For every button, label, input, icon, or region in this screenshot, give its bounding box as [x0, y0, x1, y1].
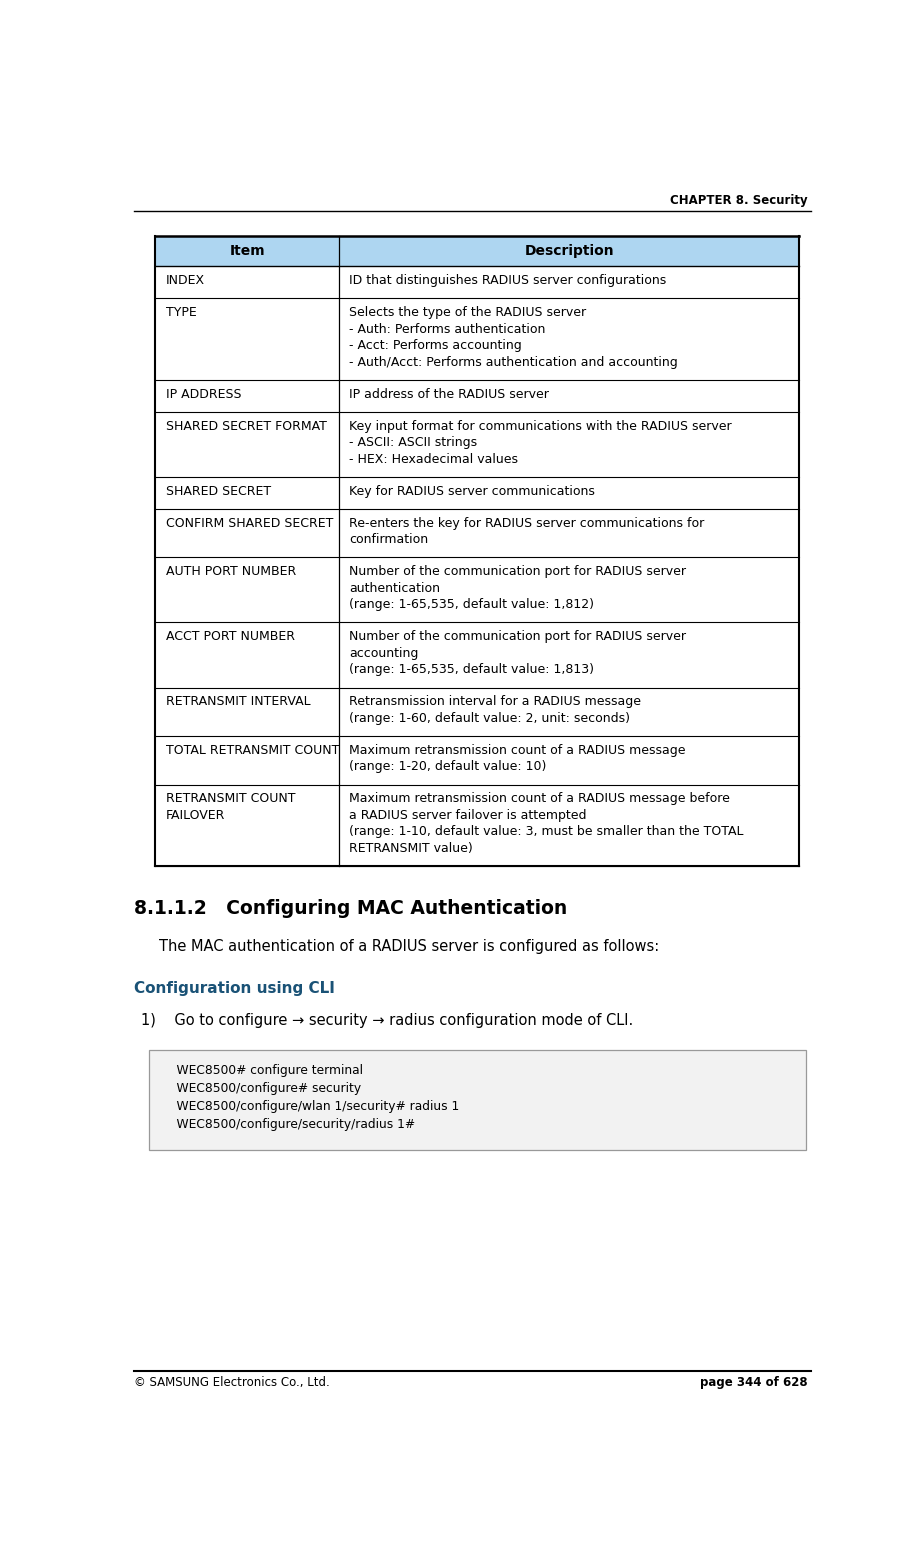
Text: WEC8500/configure/security/radius 1#: WEC8500/configure/security/radius 1#	[161, 1119, 415, 1131]
Text: WEC8500/configure# security: WEC8500/configure# security	[161, 1081, 361, 1096]
Text: IP ADDRESS: IP ADDRESS	[166, 388, 241, 401]
Text: IP address of the RADIUS server: IP address of the RADIUS server	[349, 388, 549, 401]
Text: SHARED SECRET: SHARED SECRET	[166, 485, 271, 498]
Text: ID that distinguishes RADIUS server configurations: ID that distinguishes RADIUS server conf…	[349, 274, 666, 286]
Text: (range: 1-20, default value: 10): (range: 1-20, default value: 10)	[349, 761, 546, 773]
Text: Selects the type of the RADIUS server: Selects the type of the RADIUS server	[349, 307, 586, 319]
Text: ACCT PORT NUMBER: ACCT PORT NUMBER	[166, 631, 295, 643]
Text: INDEX: INDEX	[166, 274, 204, 286]
Text: Retransmission interval for a RADIUS message: Retransmission interval for a RADIUS mes…	[349, 695, 641, 709]
Text: RETRANSMIT value): RETRANSMIT value)	[349, 842, 472, 854]
Text: Description: Description	[524, 244, 614, 258]
Text: AUTH PORT NUMBER: AUTH PORT NUMBER	[166, 565, 296, 577]
Text: Maximum retransmission count of a RADIUS message: Maximum retransmission count of a RADIUS…	[349, 743, 685, 757]
Text: RETRANSMIT INTERVAL: RETRANSMIT INTERVAL	[166, 695, 310, 709]
Text: © SAMSUNG Electronics Co., Ltd.: © SAMSUNG Electronics Co., Ltd.	[134, 1376, 330, 1388]
Text: 1)    Go to configure → security → radius configuration mode of CLI.: 1) Go to configure → security → radius c…	[142, 1013, 634, 1028]
Text: TYPE: TYPE	[166, 307, 196, 319]
Text: - HEX: Hexadecimal values: - HEX: Hexadecimal values	[349, 452, 518, 466]
Text: Key input format for communications with the RADIUS server: Key input format for communications with…	[349, 419, 731, 432]
Text: WEC8500# configure terminal: WEC8500# configure terminal	[161, 1064, 363, 1077]
Text: authentication: authentication	[349, 582, 440, 595]
Text: 8.1.1.2   Configuring MAC Authentication: 8.1.1.2 Configuring MAC Authentication	[134, 898, 567, 917]
Bar	[156, 236, 799, 266]
Text: - ASCII: ASCII strings: - ASCII: ASCII strings	[349, 437, 477, 449]
Text: Configuration using CLI: Configuration using CLI	[134, 981, 334, 995]
Text: Number of the communication port for RADIUS server: Number of the communication port for RAD…	[349, 565, 686, 577]
Text: Re-enters the key for RADIUS server communications for: Re-enters the key for RADIUS server comm…	[349, 516, 705, 529]
Text: RETRANSMIT COUNT: RETRANSMIT COUNT	[166, 792, 295, 806]
Text: accounting: accounting	[349, 646, 418, 660]
Text: CHAPTER 8. Security: CHAPTER 8. Security	[670, 194, 807, 207]
Text: The MAC authentication of a RADIUS server is configured as follows:: The MAC authentication of a RADIUS serve…	[159, 939, 659, 953]
Text: CONFIRM SHARED SECRET: CONFIRM SHARED SECRET	[166, 516, 332, 529]
Text: Key for RADIUS server communications: Key for RADIUS server communications	[349, 485, 595, 498]
Text: - Auth: Performs authentication: - Auth: Performs authentication	[349, 322, 545, 335]
Text: (range: 1-10, default value: 3, must be smaller than the TOTAL: (range: 1-10, default value: 3, must be …	[349, 825, 743, 839]
Text: SHARED SECRET FORMAT: SHARED SECRET FORMAT	[166, 419, 326, 432]
Text: - Acct: Performs accounting: - Acct: Performs accounting	[349, 340, 522, 352]
Text: Number of the communication port for RADIUS server: Number of the communication port for RAD…	[349, 631, 686, 643]
Text: WEC8500/configure/wlan 1/security# radius 1: WEC8500/configure/wlan 1/security# radiu…	[161, 1100, 459, 1113]
Text: (range: 1-65,535, default value: 1,812): (range: 1-65,535, default value: 1,812)	[349, 598, 594, 612]
Text: Item: Item	[229, 244, 265, 258]
Text: Maximum retransmission count of a RADIUS message before: Maximum retransmission count of a RADIUS…	[349, 792, 730, 806]
Text: (range: 1-60, default value: 2, unit: seconds): (range: 1-60, default value: 2, unit: se…	[349, 712, 630, 725]
Text: TOTAL RETRANSMIT COUNT: TOTAL RETRANSMIT COUNT	[166, 743, 339, 757]
Text: a RADIUS server failover is attempted: a RADIUS server failover is attempted	[349, 809, 587, 822]
Text: confirmation: confirmation	[349, 534, 428, 546]
Text: page 344 of 628: page 344 of 628	[700, 1376, 807, 1388]
Text: - Auth/Acct: Performs authentication and accounting: - Auth/Acct: Performs authentication and…	[349, 355, 678, 369]
Text: FAILOVER: FAILOVER	[166, 809, 225, 822]
Bar	[149, 1050, 806, 1150]
Text: (range: 1-65,535, default value: 1,813): (range: 1-65,535, default value: 1,813)	[349, 664, 594, 676]
